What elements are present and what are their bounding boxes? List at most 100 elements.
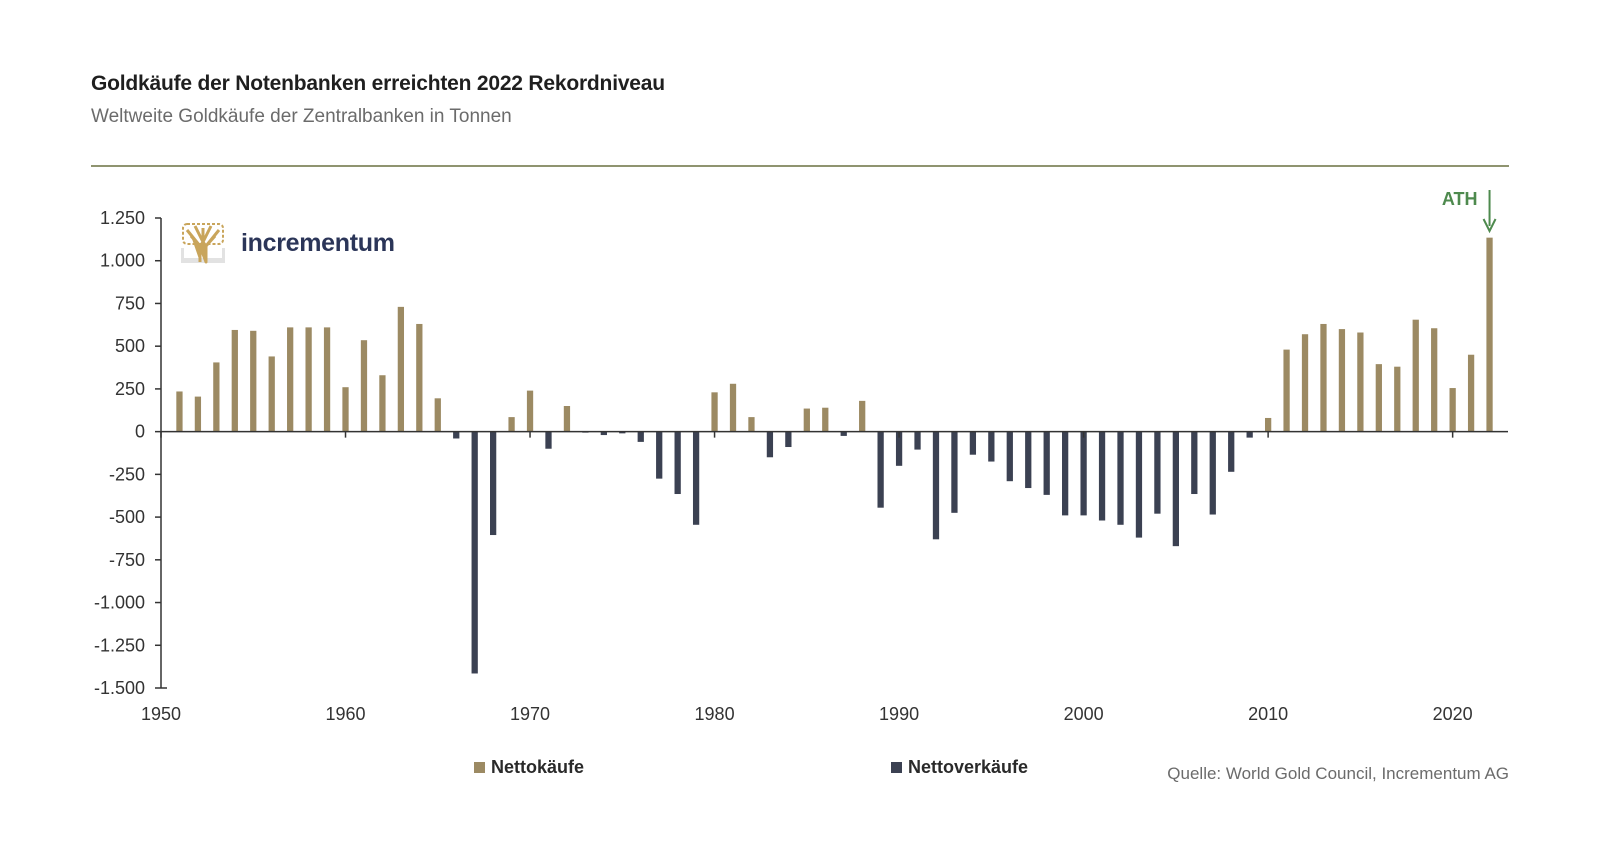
bar-2007 (1209, 431, 1216, 515)
bar-1992 (932, 431, 940, 540)
bar-1998 (1043, 431, 1050, 495)
chart-subtitle: Weltweite Goldkäufe der Zentralbanken in… (91, 106, 512, 127)
y-tick-label: -750 (109, 550, 145, 570)
bar-1980 (711, 392, 718, 432)
bar-2001 (1098, 431, 1106, 521)
bar-1963 (397, 306, 405, 432)
y-tick-label: 1.000 (100, 251, 145, 271)
x-tick-label: 1990 (879, 704, 919, 724)
x-tick-label: 2020 (1433, 704, 1473, 724)
legend-item-buy: Nettokäufe (474, 757, 584, 778)
y-tick-label: -500 (109, 507, 145, 527)
logo-text: incrementum (241, 228, 395, 257)
ath-annotation-label: ATH (1442, 189, 1478, 209)
y-tick-label: 1.250 (100, 208, 145, 228)
bar-1984 (785, 431, 792, 448)
tree-icon (181, 223, 225, 264)
bar-2002 (1117, 431, 1124, 525)
bar-1958 (305, 327, 312, 432)
bar-2016 (1375, 364, 1382, 432)
bar-1975 (619, 431, 626, 434)
bar-1955 (250, 330, 257, 432)
bar-1954 (231, 329, 238, 432)
bar-1986 (822, 407, 829, 432)
bar-1970 (526, 390, 534, 432)
y-tick-label: -250 (109, 464, 145, 484)
bar-1952 (194, 396, 202, 432)
bar-1993 (951, 431, 958, 513)
legend-label-buy: Nettokäufe (491, 757, 585, 777)
y-tick-label: 250 (115, 379, 145, 399)
bar-1966 (453, 431, 460, 439)
bar-1976 (637, 431, 644, 442)
y-tick-label: 500 (115, 336, 145, 356)
legend-swatch-buy (474, 762, 485, 773)
bar-2015 (1357, 332, 1364, 432)
bar-1997 (1025, 431, 1032, 489)
bar-2010 (1264, 417, 1272, 432)
bar-1956 (268, 356, 275, 432)
bar-2012 (1301, 334, 1309, 432)
x-tick-label: 2010 (1248, 704, 1288, 724)
legend-label-sell: Nettoverkäufe (908, 757, 1029, 777)
bar-2004 (1154, 431, 1161, 514)
x-tick-label: 2000 (1064, 704, 1104, 724)
bar-2021 (1467, 354, 1475, 432)
bar-1968 (490, 431, 497, 536)
bar-1982 (748, 417, 755, 432)
bar-1988 (859, 400, 866, 432)
bar-1977 (656, 431, 663, 479)
x-tick-label: 1970 (510, 704, 550, 724)
bar-1978 (674, 431, 681, 495)
y-tick-label: -1.500 (94, 678, 145, 698)
bar-1985 (803, 408, 810, 432)
y-tick-label: 750 (115, 293, 145, 313)
bar-2011 (1283, 349, 1290, 432)
y-tick-label: -1.000 (94, 593, 145, 613)
bar-2020 (1449, 388, 1456, 432)
chart-title: Goldkäufe der Notenbanken erreichten 202… (91, 72, 665, 95)
bar-2019 (1431, 328, 1438, 432)
bar-2017 (1394, 366, 1401, 432)
bar-1953 (213, 362, 220, 432)
ath-arrow-head (1482, 218, 1497, 234)
bar-1971 (545, 431, 552, 449)
bar-1995 (988, 431, 995, 462)
x-tick-label: 1960 (325, 704, 365, 724)
bar-2022 (1486, 237, 1493, 432)
bar-1959 (323, 327, 331, 432)
x-tick-label: 1980 (695, 704, 735, 724)
legend-item-sell: Nettoverkäufe (891, 757, 1028, 778)
bar-1962 (379, 375, 386, 432)
bar-1996 (1006, 431, 1013, 482)
bar-1964 (416, 323, 423, 432)
bar-1987 (840, 431, 847, 436)
incrementum-logo: incrementum (181, 222, 395, 264)
header-divider (91, 165, 1509, 167)
bar-1969 (508, 417, 515, 432)
bar-1991 (914, 431, 921, 450)
x-tick-label: 1950 (141, 704, 181, 724)
source-note: Quelle: World Gold Council, Incrementum … (1167, 764, 1509, 783)
bar-1965 (434, 398, 441, 432)
bar-1961 (360, 340, 368, 432)
bar-1990 (895, 431, 903, 466)
bar-2005 (1172, 431, 1179, 547)
bar-1989 (877, 431, 884, 508)
bar-2018 (1412, 319, 1419, 432)
bar-2014 (1338, 329, 1346, 432)
bar-2008 (1228, 431, 1235, 472)
bar-2003 (1135, 431, 1143, 538)
y-tick-label: 0 (135, 422, 145, 442)
bar-1960 (342, 387, 349, 432)
bar-1979 (692, 431, 700, 525)
bar-1951 (176, 391, 183, 432)
bar-2013 (1320, 323, 1327, 432)
bar-1974 (600, 431, 607, 436)
bar-1967 (471, 431, 478, 674)
bar-1957 (287, 327, 294, 432)
y-tick-label: -1.250 (94, 635, 145, 655)
legend-swatch-sell (891, 762, 902, 773)
bar-2000 (1080, 431, 1087, 516)
